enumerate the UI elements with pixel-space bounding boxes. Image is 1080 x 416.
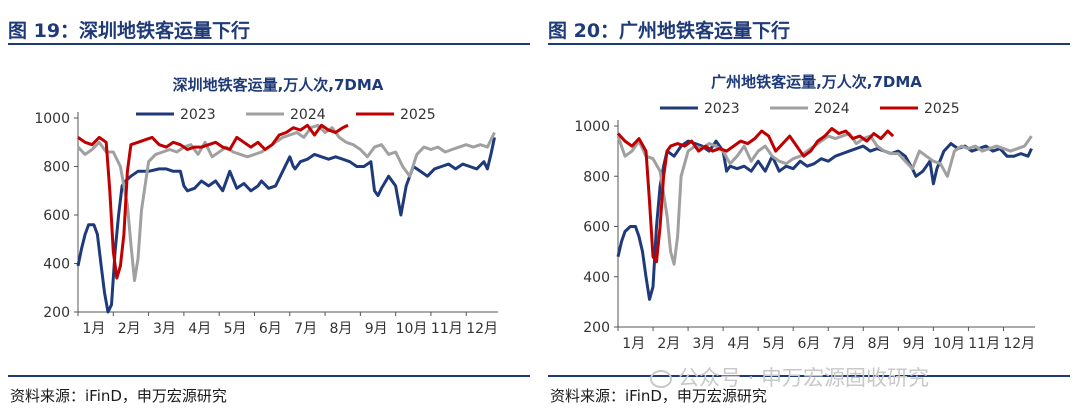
- legend-label-2023: 2023: [704, 101, 740, 117]
- y-tick-label: 400: [583, 270, 610, 286]
- x-tick-label: 5月: [224, 321, 247, 337]
- x-tick-label: 9月: [903, 336, 926, 352]
- x-tick-label: 11月: [431, 321, 463, 337]
- x-tick-label: 7月: [833, 336, 856, 352]
- x-tick-label: 10月: [396, 321, 428, 337]
- figure-panel-shenzhen: 图 19：深圳地铁客运量下行 深圳地铁客运量,万人次,7DMA 2023 2024 2…: [8, 0, 536, 416]
- x-tick-label: 4月: [188, 321, 211, 337]
- chart-shenzhen: 深圳地铁客运量,万人次,7DMA 2023 2024 2025 200 400 600 800…: [34, 76, 498, 337]
- x-tick-label: 6月: [259, 321, 282, 337]
- source-note: 资料来源：iFinD，申万宏源研究: [550, 387, 767, 405]
- x-tick-label: 8月: [329, 321, 352, 337]
- series-line-2024: [616, 132, 1033, 266]
- y-tick-label: 200: [583, 320, 610, 336]
- wechat-icon: [650, 370, 672, 388]
- watermark-text: 公众号 · 申万宏源固收研究: [678, 366, 930, 390]
- source-note: 资料来源：iFinD，申万宏源研究: [10, 387, 227, 405]
- figure-heading: 图 19：深圳地铁客运量下行: [8, 20, 251, 42]
- heading-rule: [8, 43, 530, 45]
- x-tick-label: 10月: [933, 336, 965, 352]
- series-line-2025: [77, 123, 349, 280]
- chart-guangzhou: 广州地铁客运量,万人次,7DMA 2023 2024 2025 200 400 600 800…: [574, 73, 1035, 352]
- legend-label-2024: 2024: [290, 107, 326, 123]
- x-tick-label: 3月: [153, 321, 176, 337]
- x-tick-label: 1月: [622, 336, 645, 352]
- series-line-2025: [616, 127, 895, 264]
- series-line-2024: [76, 123, 496, 282]
- watermark: 公众号 · 申万宏源固收研究: [650, 362, 929, 392]
- x-tick-label: 6月: [798, 336, 821, 352]
- legend-label-2024: 2024: [814, 101, 850, 117]
- chart-title: 深圳地铁客运量,万人次,7DMA: [173, 76, 384, 94]
- x-tick-label: 5月: [762, 336, 785, 352]
- legend-label-2025: 2025: [924, 101, 960, 117]
- x-tick-label: 7月: [294, 321, 317, 337]
- x-tick-label: 11月: [968, 336, 1000, 352]
- x-tick-label: 2月: [657, 336, 680, 352]
- y-tick-label: 600: [43, 208, 70, 224]
- y-tick-label: 1000: [574, 119, 610, 135]
- y-tick-label: 600: [583, 220, 610, 236]
- x-tick-label: 8月: [868, 336, 891, 352]
- x-tick-label: 2月: [118, 321, 141, 337]
- legend-label-2023: 2023: [180, 107, 216, 123]
- figure-panel-guangzhou: 图 20：广州地铁客运量下行 广州地铁客运量,万人次,7DMA 2023 2024 2…: [548, 0, 1076, 416]
- chart-title: 广州地铁客运量,万人次,7DMA: [711, 73, 922, 91]
- figure-heading: 图 20：广州地铁客运量下行: [548, 20, 791, 42]
- heading-rule: [548, 43, 1070, 45]
- x-tick-label: 4月: [727, 336, 750, 352]
- source-rule: [8, 375, 530, 377]
- x-tick-label: 12月: [1003, 336, 1035, 352]
- legend-label-2025: 2025: [400, 107, 436, 123]
- source-rule: [548, 375, 1070, 377]
- x-tick-label: 12月: [466, 321, 498, 337]
- y-tick-label: 400: [43, 257, 70, 273]
- x-tick-label: 1月: [82, 321, 105, 337]
- y-tick-label: 1000: [34, 111, 70, 127]
- x-tick-label: 3月: [692, 336, 715, 352]
- x-tick-label: 9月: [365, 321, 388, 337]
- y-tick-label: 800: [43, 160, 70, 176]
- y-tick-label: 200: [43, 305, 70, 321]
- y-tick-label: 800: [583, 169, 610, 185]
